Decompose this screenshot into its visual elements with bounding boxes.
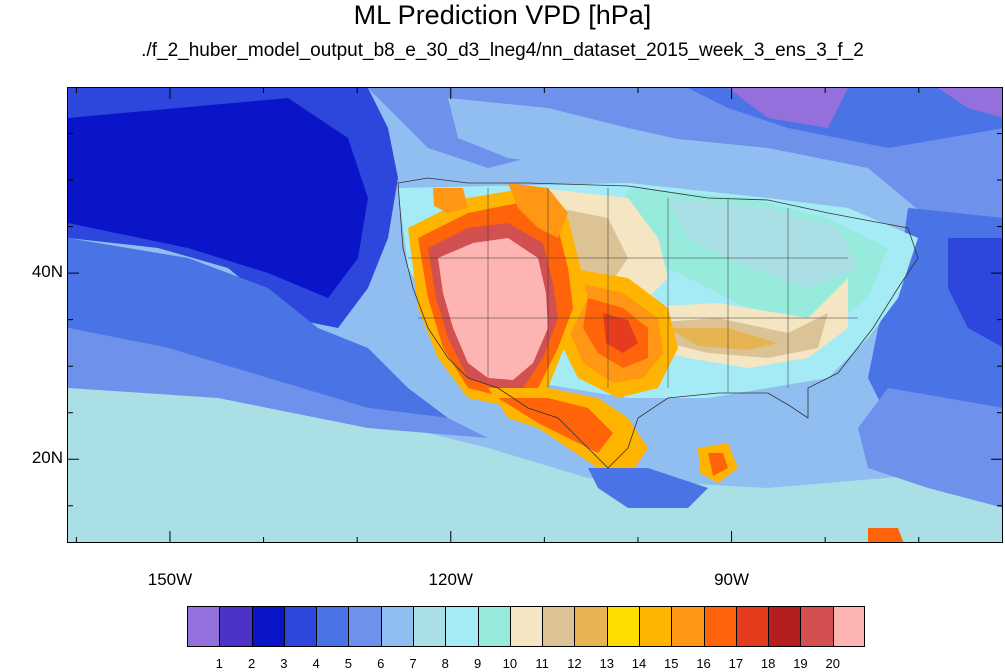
field-pnw-spot	[433, 188, 468, 213]
legend-label: 18	[760, 656, 776, 671]
lon-tick-label: 90W	[714, 570, 750, 589]
legend-swatch	[219, 606, 253, 647]
legend-label: 15	[664, 656, 679, 671]
lat-tick-label: 20N	[31, 448, 63, 468]
legend-swatch	[639, 606, 672, 647]
legend-swatch	[380, 606, 414, 647]
legend-swatch	[187, 606, 220, 647]
legend-swatch	[251, 606, 285, 647]
coastline	[397, 177, 919, 469]
field-southeast-13	[668, 328, 778, 350]
legend-label: 4	[312, 656, 320, 671]
map-title: ML Prediction VPD [hPa]	[353, 0, 652, 30]
field-plains-12	[558, 208, 628, 288]
lon-tick-label: 150W	[147, 570, 193, 589]
legend-swatch	[283, 606, 317, 647]
field-great-lakes	[668, 198, 858, 288]
field-atlantic-core	[948, 238, 1002, 347]
legend-label: 19	[793, 656, 808, 671]
legend-label: 9	[473, 656, 482, 671]
legend-swatch	[574, 606, 608, 647]
legend-swatch	[703, 606, 737, 647]
legend-swatch	[800, 606, 834, 647]
field-tropical-pacific	[68, 388, 1002, 542]
legend-swatch	[768, 606, 801, 647]
legend-label: 6	[377, 656, 385, 671]
legend-swatch	[832, 606, 865, 647]
field-ne-pacific-core	[68, 98, 368, 298]
field-mexico-south	[588, 468, 708, 508]
legend-label: 13	[599, 656, 614, 671]
legend-label: 10	[502, 656, 518, 671]
legend-label: 1	[215, 656, 223, 671]
field-pacific-mid	[68, 238, 448, 418]
legend-label: 5	[344, 656, 353, 671]
legend-swatch	[542, 606, 575, 647]
legend-label: 14	[631, 656, 647, 671]
field-texas-18	[603, 313, 638, 353]
legend-swatch	[735, 606, 769, 647]
legend-swatch	[445, 606, 479, 647]
legend-swatch	[606, 606, 640, 647]
legend-swatch	[348, 606, 382, 647]
map-subtitle: ./f_2_huber_model_output_b8_e_30_d3_lneg…	[141, 40, 864, 61]
field-hudson-core	[728, 88, 848, 128]
legend-swatch	[477, 606, 511, 647]
field-rockies-16	[508, 183, 568, 238]
field-south-spot	[868, 528, 904, 542]
field-canada-light	[448, 98, 828, 198]
legend-label: 12	[567, 656, 582, 671]
legend-label: 3	[280, 656, 288, 671]
legend-swatch	[671, 606, 705, 647]
field-labrador-core	[938, 88, 1002, 118]
field-atlantic-south	[858, 388, 1002, 508]
legend-label: 11	[535, 656, 549, 671]
field-gulf	[608, 388, 808, 468]
legend-swatch	[316, 606, 349, 647]
legend-label: 16	[696, 656, 711, 671]
field-southwest-20	[438, 238, 548, 380]
lon-tick-label: 120W	[428, 570, 473, 589]
legend-label: 7	[409, 656, 417, 671]
field-pacific-south	[68, 328, 488, 438]
legend-swatch	[509, 606, 543, 647]
legend-swatch	[413, 606, 446, 647]
legend-label: 8	[441, 656, 449, 671]
legend-label: 2	[247, 656, 256, 671]
state-borders	[408, 188, 858, 393]
field-yucatan-core	[708, 453, 728, 476]
field-mexico-17	[498, 398, 613, 453]
legend-label: 20	[825, 656, 840, 671]
legend-label: 17	[728, 656, 744, 671]
vpd-map	[67, 87, 1003, 543]
lat-tick-label: 40N	[31, 262, 63, 282]
vpd-contour-field	[68, 88, 1002, 542]
